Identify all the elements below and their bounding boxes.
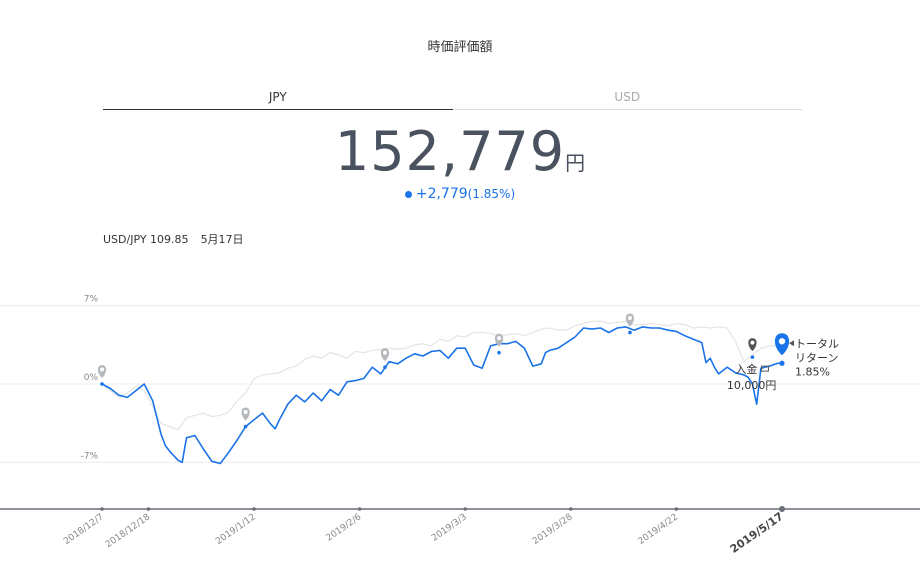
x-tick-label-1: 2018/12/18 (104, 512, 152, 550)
x-tick-dot-7 (779, 506, 785, 512)
x-tick-dot-6 (674, 507, 679, 511)
page-title: 時価評価額 (427, 40, 493, 55)
change-percent: (1.85%) (467, 187, 516, 201)
x-tick-label-4: 2019/3/3 (430, 512, 469, 543)
valuation-unit: 円 (565, 151, 586, 175)
y-tick-label-0: 7% (84, 295, 99, 305)
tab-jpy[interactable]: JPY (103, 86, 453, 110)
event-pin-hole-1 (243, 410, 248, 415)
valuation-amount: 152,779円 (0, 120, 920, 183)
x-tick-dot-4 (463, 507, 468, 511)
callout-arrow-icon (789, 340, 794, 347)
currency-tabs: JPY USD (103, 86, 802, 110)
event-point-4 (628, 330, 632, 335)
x-tick-label-0: 2018/12/7 (62, 512, 106, 547)
total-return-label-2: リターン (795, 351, 838, 364)
y-tick-label-2: -7% (80, 451, 98, 461)
event-point-2 (383, 365, 387, 370)
deposit-label: 入金 (735, 362, 757, 376)
change-dot-icon (404, 190, 412, 198)
series-line-benchmark (101, 320, 782, 431)
current-point (779, 360, 785, 366)
event-pin-hole-3 (497, 336, 502, 341)
event-pin-hole-0 (100, 367, 104, 372)
total-return-value: 1.85% (795, 365, 830, 378)
change-amount: +2,779 (415, 186, 468, 202)
current-pin-hole (778, 338, 786, 345)
valuation-number: 152,779 (334, 120, 566, 183)
valuation-change: +2,779(1.85%) (0, 186, 920, 202)
x-tick-label-7: 2019/5/17 (728, 510, 786, 556)
fx-date: 5月17日 (200, 233, 244, 246)
y-tick-label-1: 0% (84, 373, 99, 383)
event-pin-hole-4 (627, 315, 632, 320)
x-tick-dot-3 (357, 507, 362, 511)
x-tick-label-6: 2019/4/22 (637, 512, 681, 547)
event-point-3 (497, 350, 501, 355)
x-tick-label-3: 2019/2/6 (325, 512, 364, 544)
x-tick-label-2: 2019/1/12 (214, 512, 258, 547)
x-tick-label-5: 2019/3/28 (531, 512, 575, 547)
deposit-icon (760, 365, 769, 372)
event-pin-hole-2 (382, 350, 387, 355)
event-pin-hole-5 (750, 340, 755, 345)
x-tick-dot-2 (252, 507, 256, 511)
fx-pair-rate: USD/JPY 109.85 (103, 233, 189, 246)
event-point-5 (750, 355, 755, 359)
x-tick-dot-5 (569, 507, 573, 511)
deposit-amount: 10,000円 (727, 379, 777, 392)
fx-rate: USD/JPY 109.85 5月17日 (103, 231, 244, 247)
event-point-1 (243, 424, 248, 429)
event-point-0 (100, 382, 104, 386)
x-tick-dot-1 (146, 507, 151, 511)
tab-usd[interactable]: USD (452, 86, 802, 110)
series-line-portfolio (101, 326, 782, 465)
x-tick-dot-0 (100, 507, 104, 511)
total-return-label: トータル (795, 337, 839, 350)
